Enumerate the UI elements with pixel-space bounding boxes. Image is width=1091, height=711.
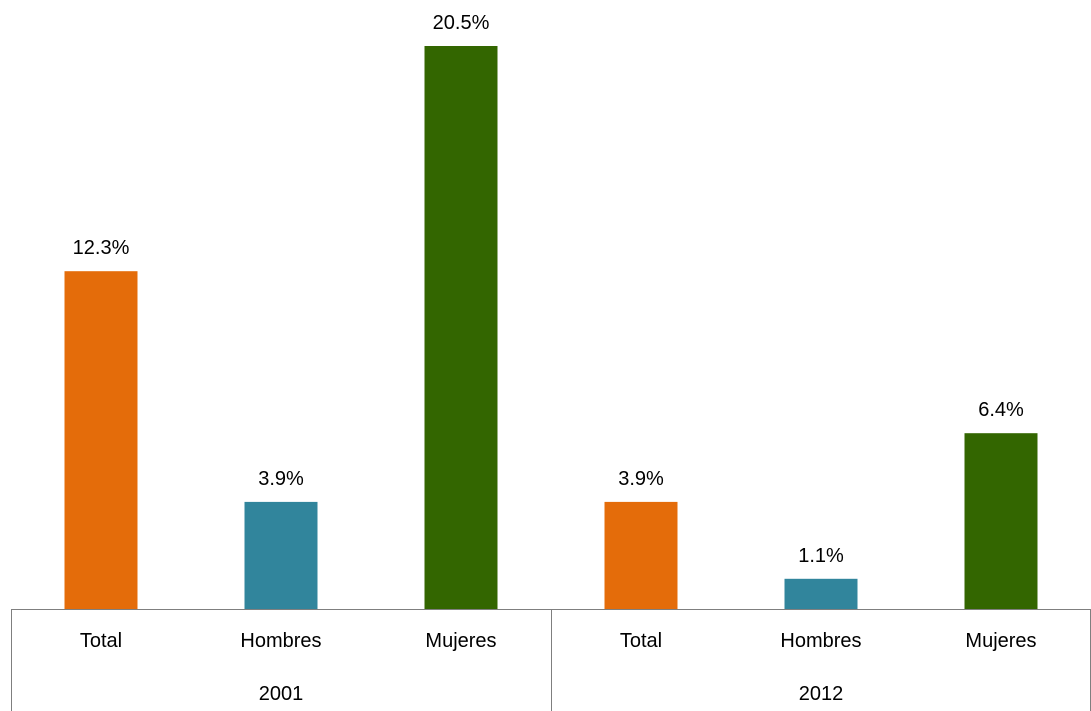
bar-2001-hombres bbox=[244, 501, 318, 609]
category-label: Mujeres bbox=[965, 630, 1036, 652]
value-label: 3.9% bbox=[618, 468, 664, 490]
bars-layer bbox=[64, 46, 1038, 609]
bar-2012-total bbox=[604, 501, 678, 609]
group-label: 2012 bbox=[799, 683, 844, 705]
value-label: 1.1% bbox=[798, 545, 844, 567]
category-label: Total bbox=[620, 630, 662, 652]
category-label: Total bbox=[80, 630, 122, 652]
category-label: Hombres bbox=[780, 630, 861, 652]
bar-2012-mujeres bbox=[964, 433, 1038, 609]
value-labels-layer: 12.3% 3.9% 20.5% 3.9% 1.1% 6.4% bbox=[73, 12, 1024, 567]
value-label: 12.3% bbox=[73, 237, 130, 259]
value-label: 6.4% bbox=[978, 399, 1024, 421]
category-label: Mujeres bbox=[425, 630, 496, 652]
category-label: Hombres bbox=[240, 630, 321, 652]
group-label: 2001 bbox=[259, 683, 304, 705]
category-labels-layer: Total Hombres Mujeres Total Hombres Mujeres bbox=[80, 630, 1037, 652]
value-label: 20.5% bbox=[433, 12, 490, 34]
bar-2001-total bbox=[64, 271, 138, 609]
category-axis bbox=[11, 609, 1091, 711]
group-labels-layer: 2001 2012 bbox=[259, 683, 844, 705]
value-label: 3.9% bbox=[258, 468, 304, 490]
bar-2001-mujeres bbox=[424, 46, 498, 609]
bar-2012-hombres bbox=[784, 578, 858, 609]
